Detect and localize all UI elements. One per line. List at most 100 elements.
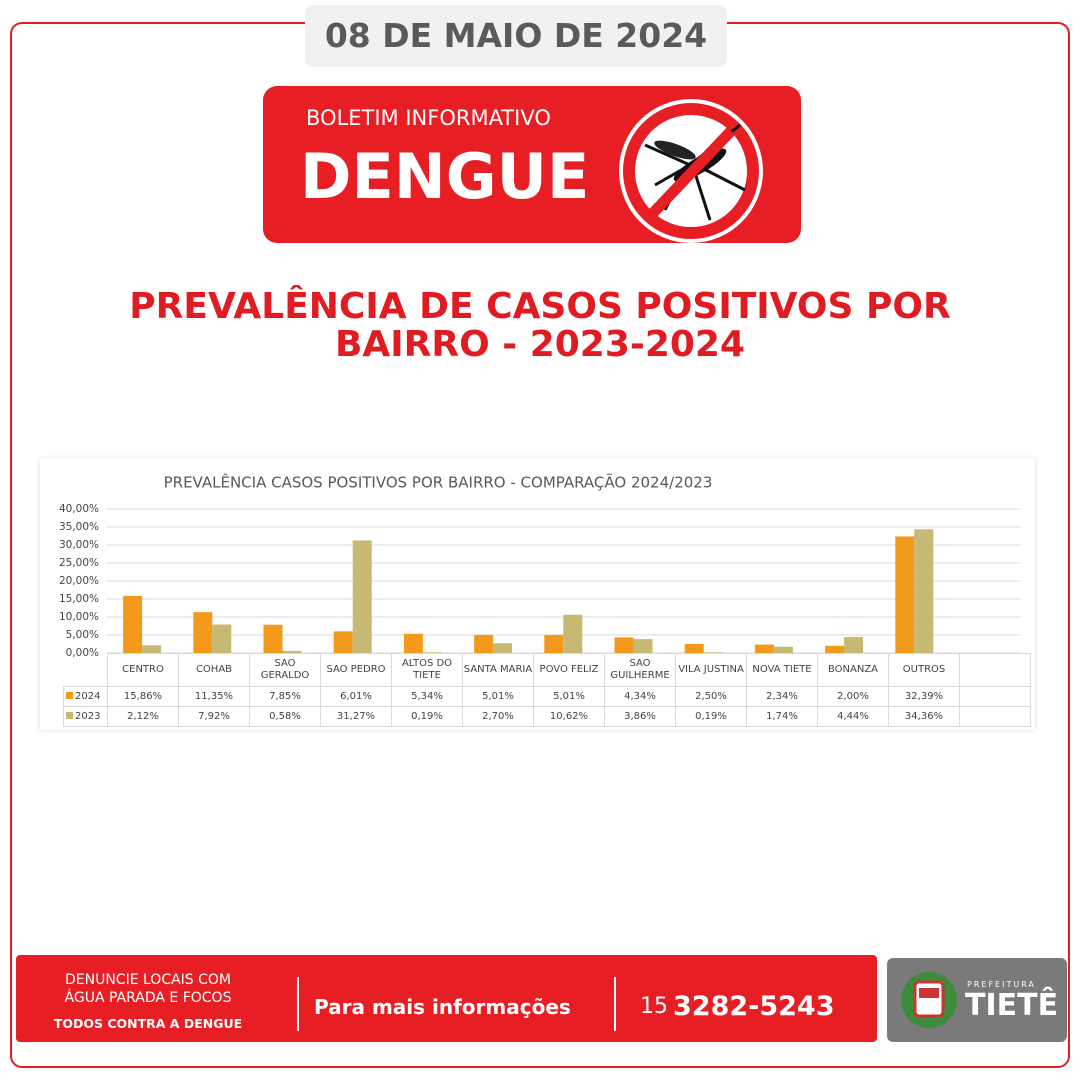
mosquito-icon (619, 99, 763, 243)
bar (403, 633, 423, 653)
info: Para mais informações (314, 995, 571, 1019)
bar (263, 624, 283, 653)
value-label: 2,34% (746, 686, 818, 707)
table-cell (959, 686, 1031, 707)
value-label: 5,01% (462, 686, 534, 707)
bar (193, 612, 213, 653)
notice-line: DENUNCIE LOCAIS COM (64, 972, 232, 988)
value-label: 2,12% (107, 706, 179, 727)
value-label: 7,85% (249, 686, 321, 707)
category-row: CENTRO COHAB SAO GERALDO SAO PEDRO ALTOS DO … (64, 653, 1031, 687)
notice-line: ÁGUA PARADA E FOCOS (64, 990, 232, 1006)
bar (333, 631, 353, 653)
y-tick-label: 40,00% (59, 503, 99, 515)
value-label: 5,34% (391, 686, 463, 707)
value-label: 4,34% (604, 686, 676, 707)
series-row: 2024 15,86% 11,35% 7,85% 6,01% 5,34% 5,01% 5,01… (63, 686, 1031, 707)
bar (773, 646, 793, 653)
value-label: 31,27% (320, 706, 392, 727)
notice: DENUNCIE LOCAIS COM ÁGUA PARADA E FOCOS … (16, 971, 280, 1033)
x-tick-label: SAO GERALDO (249, 653, 321, 687)
logo-text: TIETÊ (965, 988, 1059, 1023)
y-tick-label: 35,00% (59, 521, 99, 533)
legend-item: 2024 (63, 686, 108, 707)
data-table: CENTRO COHAB SAO GERALDO SAO PEDRO ALTOS DO … (63, 653, 1031, 727)
value-label: 10,62% (533, 706, 605, 727)
value-label: 2,70% (462, 706, 534, 727)
value-label: 34,36% (888, 706, 960, 727)
x-tick-label: SAO GUILHERME (604, 653, 676, 687)
table-corner (64, 654, 108, 687)
value-label: 0,19% (675, 706, 747, 727)
chart-box: PREVALÊNCIA CASOS POSITIVOS POR BAIRRO -… (40, 458, 1035, 730)
bar (544, 634, 564, 653)
crest (901, 972, 957, 1028)
bar (914, 529, 934, 653)
x-tick-label: SAO PEDRO (320, 653, 392, 687)
value-label: 1,74% (746, 706, 818, 727)
x-tick-label: BONANZA (817, 653, 889, 687)
footer: DENUNCIE LOCAIS COM ÁGUA PARADA E FOCOS … (16, 955, 877, 1042)
value-label: 3,86% (604, 706, 676, 727)
bar (142, 645, 162, 653)
x-tick-label: COHAB (178, 653, 250, 687)
bar (684, 644, 704, 653)
bar (633, 639, 653, 653)
bar (754, 644, 774, 653)
bar (123, 595, 143, 653)
bar (844, 637, 864, 653)
value-label: 2,50% (675, 686, 747, 707)
bar (563, 614, 583, 653)
value-label: 11,35% (178, 686, 250, 707)
x-tick-label: NOVA TIETE (746, 653, 818, 687)
legend-swatch (66, 712, 73, 719)
legend-label: 2024 (75, 691, 101, 702)
y-tick-label: 20,00% (59, 575, 99, 587)
x-tick-label: SANTA MARIA (462, 653, 534, 687)
value-label: 6,01% (320, 686, 392, 707)
legend-item: 2023 (63, 706, 108, 727)
value-label: 32,39% (888, 686, 960, 707)
value-label: 2,00% (817, 686, 889, 707)
series-row: 2023 2,12% 7,92% 0,58% 31,27% 0,19% 2,70% 10,62… (63, 706, 1031, 727)
y-tick-label: 5,00% (66, 629, 99, 641)
value-label: 0,19% (391, 706, 463, 727)
x-tick-label: OUTROS (888, 653, 960, 687)
area-code: 15 (640, 994, 668, 1019)
y-tick-label: 30,00% (59, 539, 99, 551)
y-tick-label: 10,00% (59, 611, 99, 623)
x-tick-label: CENTRO (107, 653, 179, 687)
bar (703, 652, 723, 653)
value-label: 4,44% (817, 706, 889, 727)
banner-title: DENGUE (300, 140, 590, 213)
value-label: 0,58% (249, 706, 321, 727)
bar (614, 637, 634, 653)
value-label: 7,92% (178, 706, 250, 727)
y-tick-label: 0,00% (66, 647, 99, 659)
logo-small: PREFEITURA (967, 980, 1036, 989)
table-cell (959, 653, 1031, 687)
y-tick-label: 25,00% (59, 557, 99, 569)
bar (422, 652, 442, 653)
bar (493, 643, 513, 653)
legend-swatch (66, 692, 73, 699)
table-cell (959, 706, 1031, 727)
x-tick-label: VILA JUSTINA (675, 653, 747, 687)
chart-title: PREVALÊNCIA CASOS POSITIVOS POR BAIRRO -… (164, 473, 713, 492)
value-label: 5,01% (533, 686, 605, 707)
bar (352, 540, 372, 653)
bar (474, 634, 494, 653)
bar (212, 624, 232, 653)
phone: 3282-5243 (673, 991, 835, 1022)
legend-label: 2023 (75, 711, 101, 722)
banner-subtitle: BOLETIM INFORMATIVO (306, 106, 551, 130)
x-tick-label: POVO FELIZ (533, 653, 605, 687)
headline: PREVALÊNCIA DE CASOS POSITIVOS POR BAIRR… (129, 286, 951, 365)
bar (282, 650, 302, 653)
slogan: TODOS CONTRA A DENGUE (53, 1016, 243, 1031)
logo: PREFEITURA TIETÊ (887, 958, 1067, 1042)
value-label: 15,86% (107, 686, 179, 707)
date: 08 DE MAIO DE 2024 (305, 5, 727, 67)
x-tick-label: ALTOS DO TIETE (391, 653, 463, 687)
bar (825, 645, 845, 653)
